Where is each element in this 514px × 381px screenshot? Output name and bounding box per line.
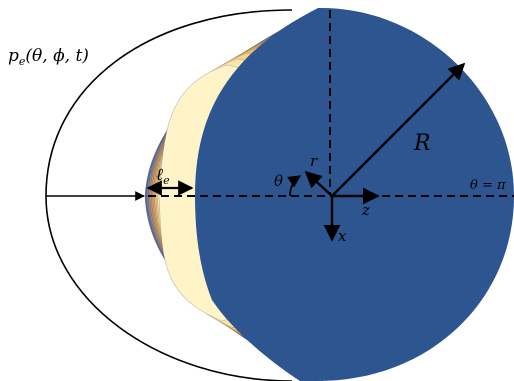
x-label: x (338, 227, 347, 245)
z-label: z (361, 201, 370, 219)
r-axis-arrow (304, 170, 333, 197)
theta-pi-label: θ = π (470, 178, 506, 193)
sphere-body (195, 7, 514, 381)
radius-arrow (331, 62, 466, 197)
r-label: r (310, 152, 318, 170)
contour-layers (144, 9, 335, 381)
thickness-label: ℓe (156, 165, 170, 187)
theta-label: θ (274, 172, 283, 190)
pressure-label: pe(θ, ϕ, t) (8, 46, 89, 68)
theta-arc-arrow (287, 175, 302, 197)
radius-label: R (413, 131, 431, 156)
